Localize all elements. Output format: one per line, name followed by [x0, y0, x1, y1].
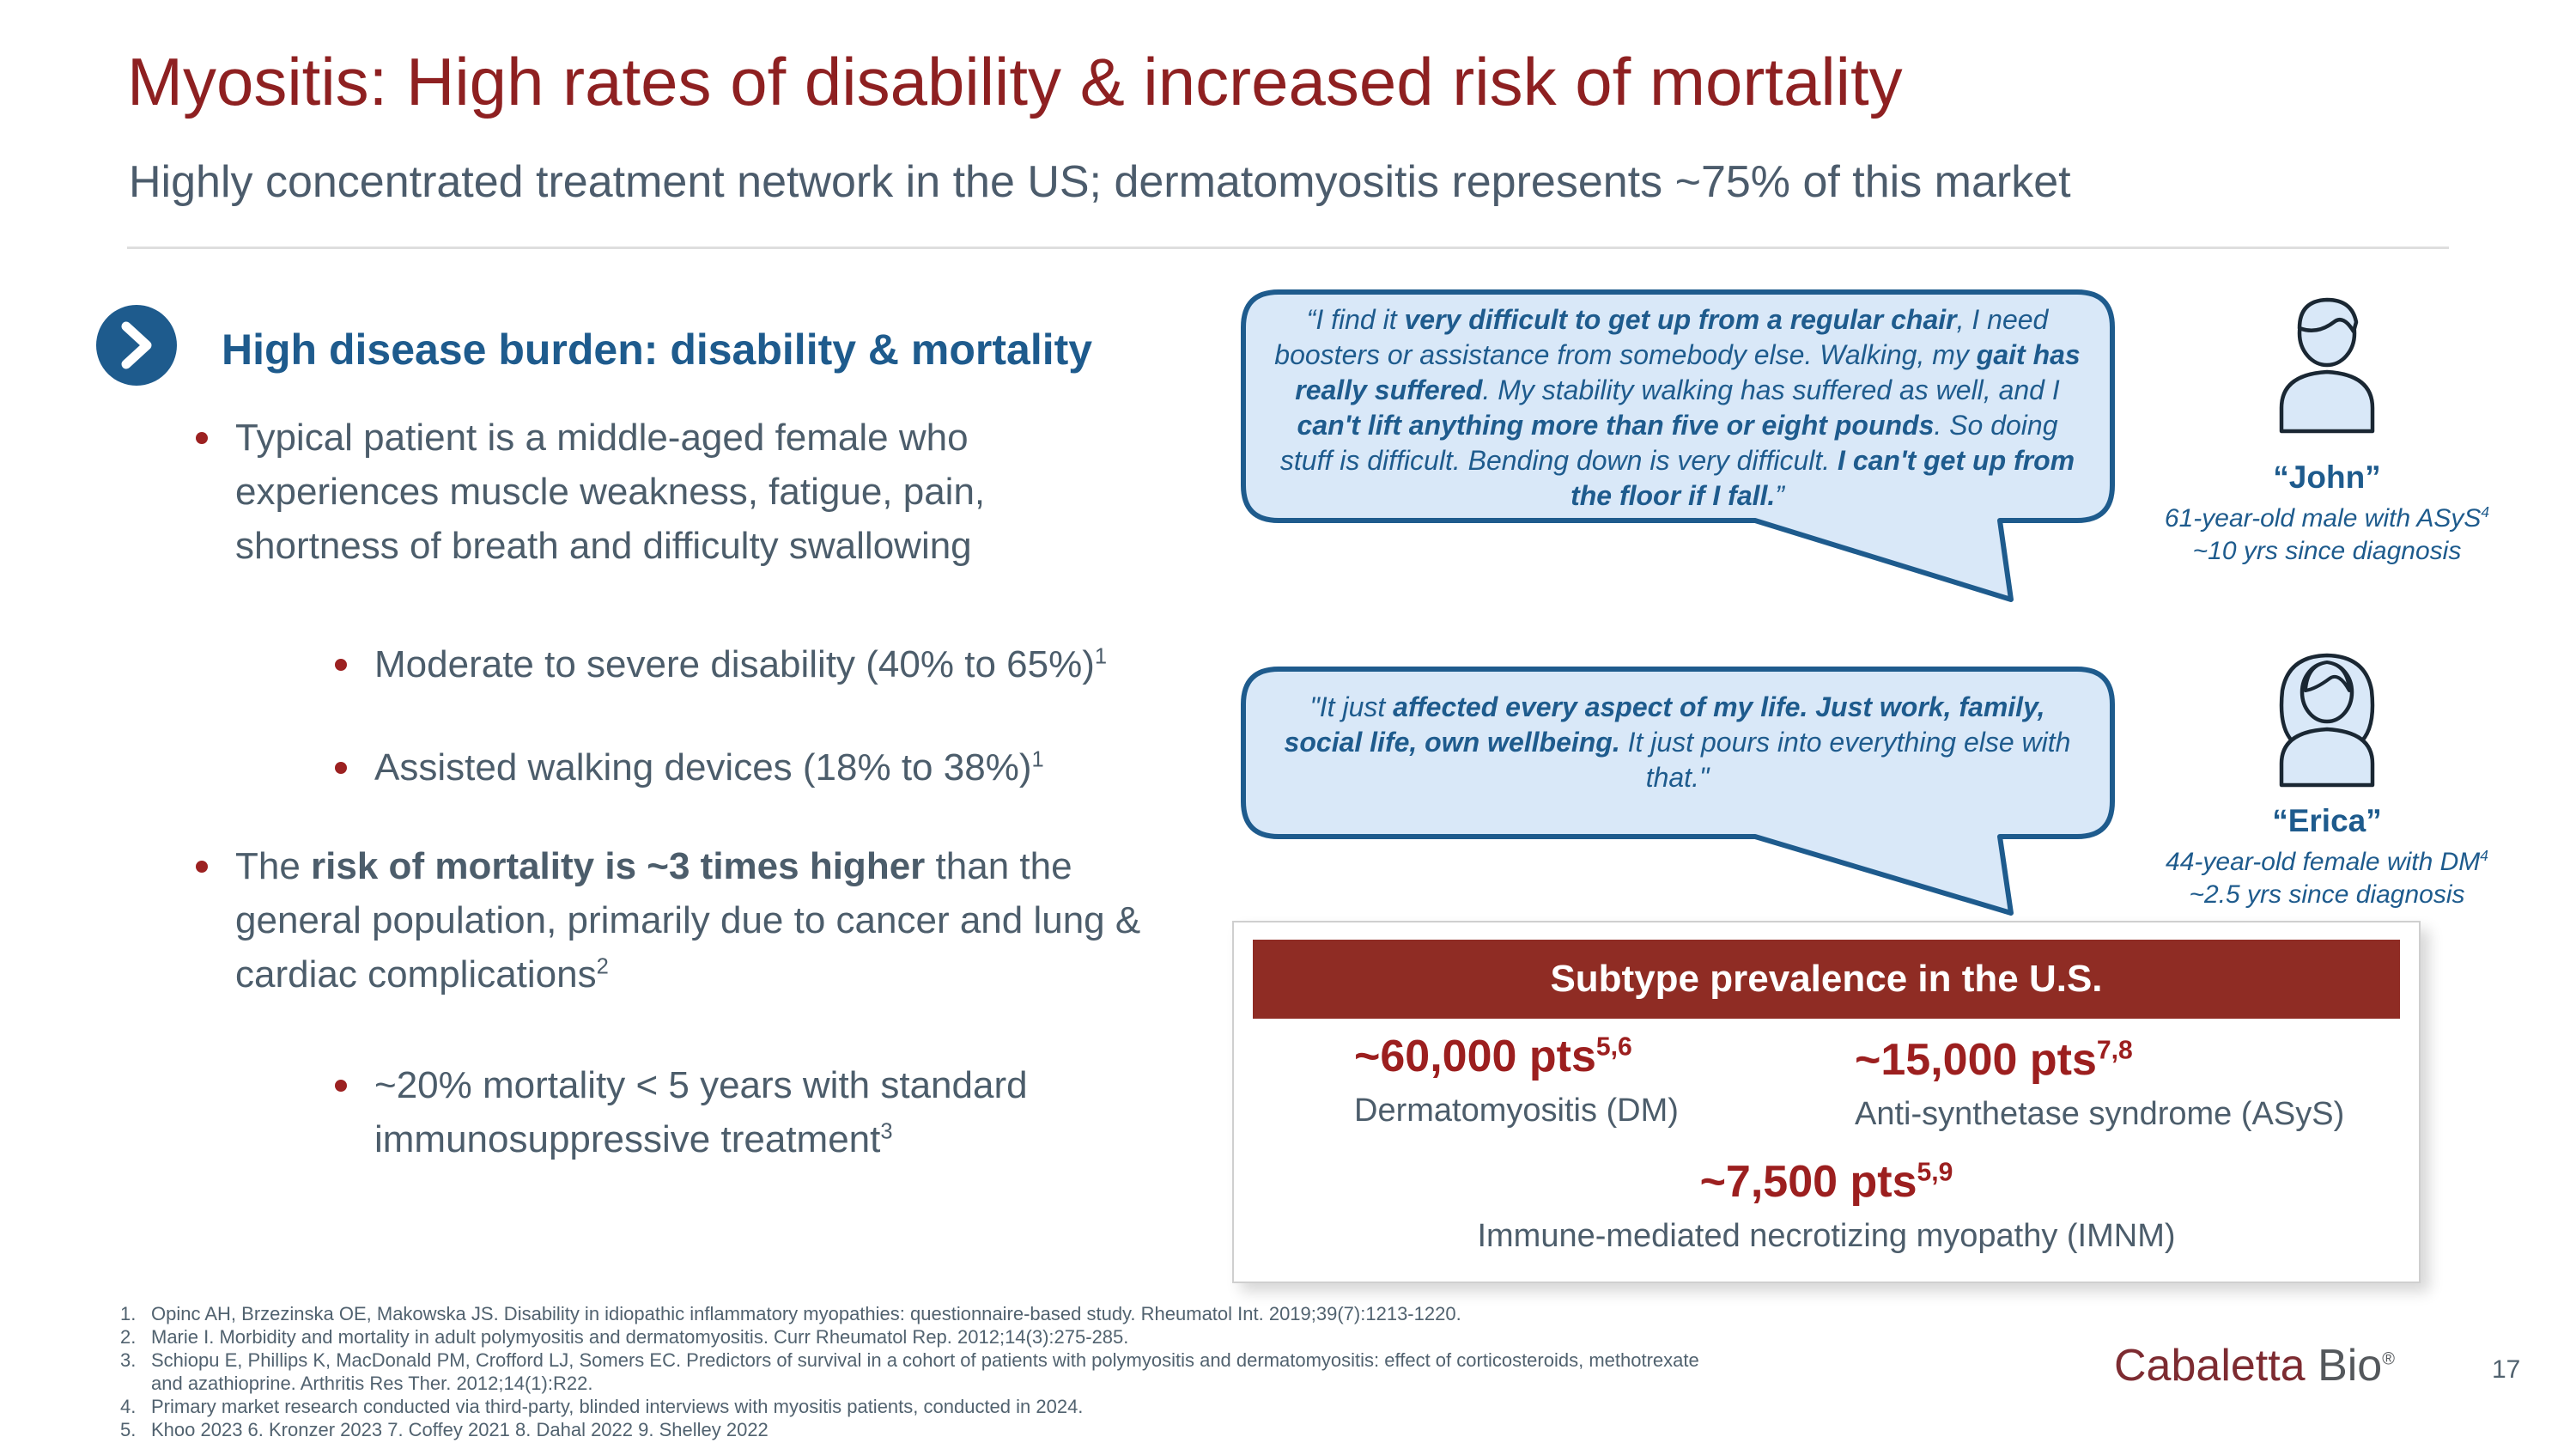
stat-antisynthetase: ~15,000 pts7,8 Anti-synthetase syndrome …: [1855, 1034, 2344, 1133]
patient-name: “Erica”: [2272, 803, 2382, 838]
footnote-text: Opinc AH, Brzezinska OE, Makowska JS. Di…: [151, 1303, 1461, 1324]
title-divider: [127, 247, 2449, 249]
stat-value: ~60,000 pts5,6: [1354, 1032, 1632, 1081]
male-patient-icon: [2271, 292, 2383, 438]
section-heading: High disease burden: disability & mortal…: [222, 326, 1093, 374]
footnote-number: 4.: [120, 1396, 137, 1417]
bullet-text: Typical patient is a middle-aged female …: [235, 417, 986, 567]
female-patient-icon: [2271, 646, 2383, 792]
footnote-number: 2.: [120, 1326, 137, 1348]
footnote-number: 1.: [120, 1303, 137, 1324]
footnotes: 1. Opinc AH, Brzezinska OE, Makowska JS.…: [120, 1302, 1820, 1441]
footnote-ref: 3: [880, 1119, 893, 1144]
footnote-item: 1. Opinc AH, Brzezinska OE, Makowska JS.…: [120, 1302, 1820, 1325]
bullet-typical-patient: Typical patient is a middle-aged female …: [196, 411, 1106, 573]
footnote-text: Primary market research conducted via th…: [151, 1396, 1084, 1417]
brand-logo-bio: Bio: [2318, 1341, 2383, 1391]
stat-label: Immune-mediated necrotizing myopathy (IM…: [1477, 1218, 2176, 1254]
male-avatar: [2279, 297, 2375, 434]
prevalence-card-header: Subtype prevalence in the U.S.: [1253, 940, 2400, 1019]
bullet-mortality-risk: The risk of mortality is ~3 times higher…: [196, 839, 1157, 1002]
patient-desc-line1: 44-year-old female with DM4: [2166, 847, 2488, 876]
footnote-item: 3. Schiopu E, Phillips K, MacDonald PM, …: [120, 1349, 1820, 1395]
patient-desc-line1: 61-year-old male with ASyS4: [2164, 503, 2490, 533]
stat-imnm: ~7,500 pts5,9 Immune-mediated necrotizin…: [1234, 1156, 2419, 1255]
patient-label-john: “John” 61-year-old male with ASyS4 ~10 y…: [2104, 460, 2550, 568]
registered-mark: ®: [2382, 1349, 2395, 1369]
patient-label-erica: “Erica” 44-year-old female with DM4 ~2.5…: [2104, 803, 2550, 911]
footnote-text: Marie I. Morbidity and mortality in adul…: [151, 1326, 1129, 1348]
sub-bullet-text: Assisted walking devices (18% to 38%)1: [374, 746, 1044, 788]
bullet-text: The risk of mortality is ~3 times higher…: [235, 845, 1141, 995]
stat-value: ~15,000 pts7,8: [1855, 1035, 2133, 1085]
quote-bubble-john: “I find it very difficult to get up from…: [1240, 289, 2116, 606]
footnote-ref: 1: [1094, 644, 1108, 669]
brand-logo: Cabaletta Bio®: [2114, 1340, 2395, 1391]
quote-bubble-erica: "It just affected every aspect of my lif…: [1240, 666, 2116, 923]
patient-desc-line2: ~2.5 yrs since diagnosis: [2189, 880, 2465, 909]
footnote-text: Schiopu E, Phillips K, MacDonald PM, Cro…: [151, 1349, 1699, 1394]
footnote-ref: 5,6: [1595, 1032, 1632, 1062]
bullet-dot: [335, 762, 347, 774]
bullet-dot: [196, 861, 208, 873]
stat-dermatomyositis: ~60,000 pts5,6 Dermatomyositis (DM): [1354, 1031, 1679, 1129]
footnote-item: 5. Khoo 2023 6. Kronzer 2023 7. Coffey 2…: [120, 1418, 1820, 1441]
stat-value: ~7,500 pts5,9: [1699, 1157, 1953, 1207]
footnote-ref: 4: [2481, 503, 2490, 521]
page-title: Myositis: High rates of disability & inc…: [127, 44, 1903, 119]
speech-bubble-shape: [1241, 667, 2115, 916]
quote-text-john: “I find it very difficult to get up from…: [1274, 304, 2081, 511]
patient-name: “John”: [2273, 460, 2381, 495]
footnote-ref: 4: [2480, 847, 2488, 864]
sub-bullet-mortality-rate: ~20% mortality < 5 years with standard i…: [335, 1058, 1194, 1166]
stat-label: Dermatomyositis (DM): [1354, 1093, 1679, 1129]
footnote-number: 5.: [120, 1419, 137, 1440]
sub-bullet-disability: Moderate to severe disability (40% to 65…: [335, 637, 1408, 691]
footnote-number: 3.: [120, 1349, 137, 1371]
page-number: 17: [2492, 1355, 2521, 1384]
chevron-glyph: [121, 321, 152, 369]
brand-logo-cabaletta: Cabaletta: [2114, 1341, 2306, 1391]
bullet-dot: [196, 432, 208, 444]
footnote-text: Khoo 2023 6. Kronzer 2023 7. Coffey 2021…: [151, 1419, 769, 1440]
sub-bullet-walking-devices: Assisted walking devices (18% to 38%)1: [335, 740, 1408, 795]
speech-bubble-shape: [1241, 289, 2115, 602]
footnote-ref: 5,9: [1917, 1158, 1953, 1187]
footnote-ref: 7,8: [2096, 1036, 2133, 1065]
bullet-dot: [335, 659, 347, 671]
bullet-dot: [335, 1080, 347, 1092]
stat-label: Anti-synthetase syndrome (ASyS): [1855, 1096, 2345, 1132]
prevalence-card: Subtype prevalence in the U.S. ~60,000 p…: [1232, 921, 2421, 1283]
page-subtitle: Highly concentrated treatment network in…: [129, 157, 2071, 207]
footnote-ref: 1: [1031, 747, 1044, 772]
sub-bullet-text: ~20% mortality < 5 years with standard i…: [374, 1064, 1028, 1160]
patient-desc-line2: ~10 yrs since diagnosis: [2192, 537, 2462, 565]
quote-text-erica: "It just affected every aspect of my lif…: [1284, 691, 2071, 793]
footnote-item: 4. Primary market research conducted via…: [120, 1395, 1820, 1418]
sub-bullet-text: Moderate to severe disability (40% to 65…: [374, 643, 1108, 685]
chevron-right-icon: [96, 305, 177, 386]
female-avatar: [2279, 653, 2375, 788]
footnote-item: 2. Marie I. Morbidity and mortality in a…: [120, 1325, 1820, 1349]
